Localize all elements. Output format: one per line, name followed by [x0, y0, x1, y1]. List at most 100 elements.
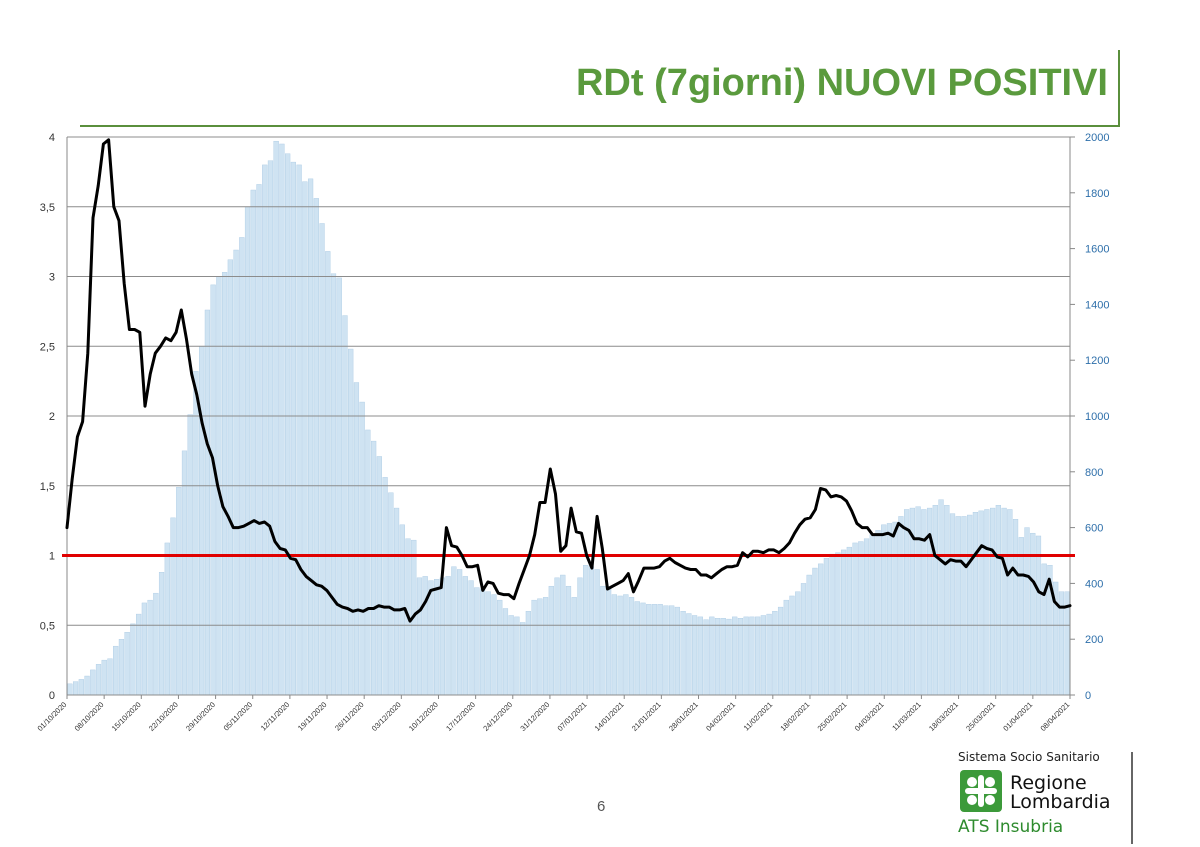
- bar-new-positives: [353, 382, 360, 696]
- bar-new-positives: [491, 594, 497, 696]
- bar-new-positives: [766, 613, 772, 696]
- bar-new-positives: [72, 681, 79, 696]
- bar-new-positives: [548, 585, 554, 696]
- bar-new-positives: [479, 588, 486, 696]
- bar-new-positives: [686, 613, 692, 696]
- bar-new-positives: [124, 632, 130, 696]
- bar-new-positives: [674, 606, 680, 696]
- bar-new-positives: [835, 552, 841, 696]
- bar-new-positives: [468, 580, 474, 696]
- x-axis-tick-label: 07/01/2021: [556, 700, 589, 733]
- x-axis-tick-label: 24/12/2020: [481, 700, 514, 733]
- right-axis-tick-label: 400: [1085, 578, 1103, 590]
- bar-new-positives: [239, 237, 245, 696]
- bar-new-positives: [136, 613, 142, 696]
- bar-new-positives: [307, 178, 314, 696]
- logo-name-line2: Lombardia: [1010, 791, 1111, 813]
- x-axis-tick-label: 01/04/2021: [1001, 700, 1034, 733]
- bar-new-positives: [1030, 532, 1036, 696]
- bar-new-positives: [732, 616, 738, 696]
- bar-new-positives: [227, 259, 233, 696]
- right-axis-tick-label: 800: [1085, 467, 1103, 479]
- bar-new-positives: [319, 223, 325, 696]
- x-axis-tick-label: 03/12/2020: [370, 700, 403, 733]
- bar-new-positives: [267, 160, 274, 696]
- bar-new-positives: [743, 616, 749, 696]
- bar-new-positives: [972, 512, 979, 696]
- x-axis-tick-label: 25/02/2021: [816, 700, 849, 733]
- bar-new-positives: [451, 566, 457, 696]
- bar-new-positives: [84, 675, 90, 696]
- bar-new-positives: [663, 605, 669, 696]
- bar-new-positives: [714, 618, 721, 696]
- bar-new-positives: [457, 569, 463, 696]
- right-axis-tick-label: 1400: [1085, 299, 1109, 311]
- bar-new-positives: [336, 277, 342, 696]
- bar-new-positives: [244, 206, 251, 696]
- right-axis-tick-label: 1600: [1085, 244, 1109, 256]
- bar-new-positives: [537, 598, 543, 696]
- bar-new-positives: [118, 639, 125, 696]
- left-axis-tick-label: 3,5: [40, 202, 55, 214]
- bar-new-positives: [497, 599, 503, 696]
- bar-new-positives: [525, 611, 531, 696]
- x-axis-tick-label: 26/11/2020: [333, 700, 366, 733]
- x-axis-tick-label: 08/04/2021: [1039, 700, 1072, 733]
- bar-new-positives: [1018, 537, 1024, 696]
- bar-new-positives: [594, 569, 600, 696]
- bar-new-positives: [657, 604, 663, 696]
- x-axis-tick-label: 28/01/2021: [667, 700, 700, 733]
- bar-new-positives: [462, 576, 468, 696]
- x-axis-tick-label: 10/12/2020: [407, 700, 440, 733]
- bar-new-positives: [938, 499, 944, 696]
- bar-new-positives: [886, 523, 893, 696]
- bar-new-positives: [279, 143, 285, 696]
- right-axis-tick-label: 2000: [1085, 132, 1109, 144]
- left-axis-tick-label: 2,5: [40, 341, 55, 353]
- bar-new-positives: [542, 597, 549, 696]
- bar-new-positives: [365, 429, 371, 696]
- bar-new-positives: [1041, 563, 1047, 696]
- bar-new-positives: [777, 606, 784, 696]
- right-axis-tick-label: 1000: [1085, 411, 1109, 423]
- bar-new-positives: [915, 506, 921, 696]
- bar-new-positives: [416, 577, 423, 696]
- bar-new-positives: [1035, 535, 1042, 696]
- left-axis-tick-label: 2: [49, 411, 55, 423]
- bar-new-positives: [250, 189, 256, 696]
- right-axis-tick-label: 1800: [1085, 188, 1109, 200]
- bar-new-positives: [176, 486, 182, 696]
- bar-new-positives: [422, 576, 428, 696]
- bar-new-positives: [990, 507, 996, 696]
- x-axis-tick-label: 01/10/2020: [36, 700, 69, 733]
- bar-new-positives: [772, 611, 778, 696]
- bar-new-positives: [749, 616, 755, 696]
- bar-new-positives: [325, 251, 331, 696]
- bar-new-positives: [434, 579, 440, 696]
- bar-new-positives: [651, 604, 658, 696]
- bar-new-positives: [617, 595, 623, 696]
- bar-new-positives: [600, 585, 606, 696]
- bar-new-positives: [691, 615, 698, 696]
- bar-new-positives: [233, 249, 239, 696]
- title-vertical-rule: [1118, 50, 1120, 127]
- bar-new-positives: [193, 371, 199, 696]
- bar-new-positives: [130, 623, 136, 696]
- x-axis-tick-label: 22/10/2020: [147, 700, 180, 733]
- bar-new-positives: [623, 594, 629, 696]
- x-axis-tick-label: 31/12/2020: [518, 700, 551, 733]
- bar-new-positives: [703, 619, 709, 696]
- bar-new-positives: [565, 585, 572, 696]
- bar-new-positives: [342, 315, 348, 696]
- bar-new-positives: [709, 616, 715, 696]
- bar-new-positives: [806, 574, 812, 696]
- bar-new-positives: [904, 509, 910, 696]
- logo-subtitle: ATS Insubria: [958, 817, 1064, 837]
- bar-new-positives: [577, 577, 583, 696]
- left-axis-tick-label: 1: [49, 551, 55, 563]
- bar-new-positives: [199, 346, 205, 696]
- bar-new-positives: [823, 558, 830, 696]
- bar-new-positives: [531, 599, 537, 696]
- bar-new-positives: [697, 616, 703, 696]
- right-axis-tick-label: 1200: [1085, 355, 1109, 367]
